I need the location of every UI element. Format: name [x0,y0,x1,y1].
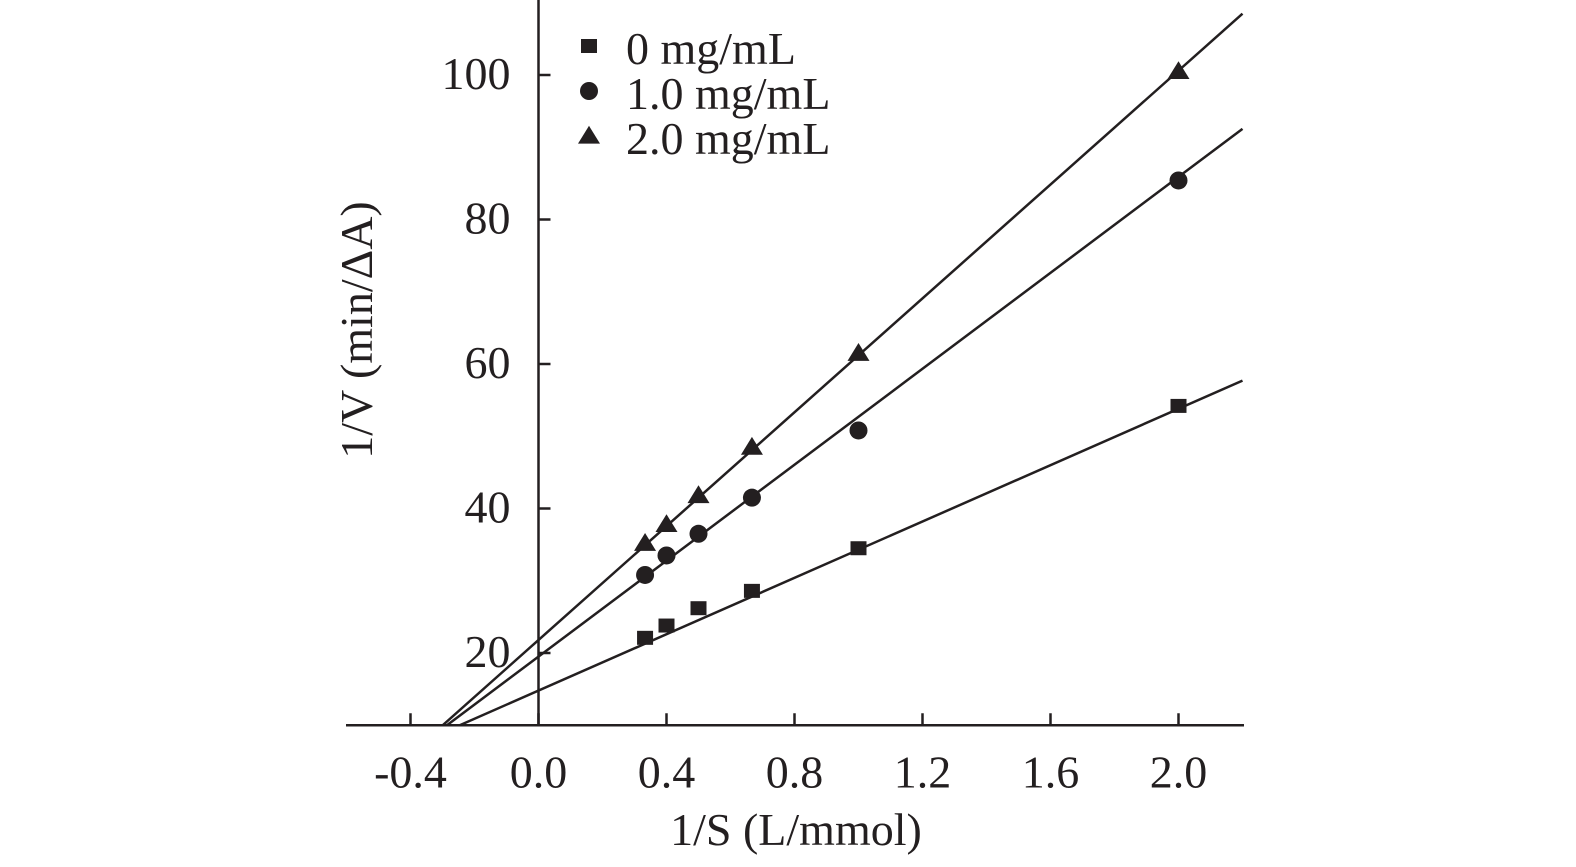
axes: -0.4 0.0 0.4 0.8 1.2 1.6 2.0 20 40 60 80 100 [346,0,1244,797]
x-tick-label: 0.0 [510,746,568,797]
data-point-circle [636,565,655,584]
fit-lines [441,12,1244,726]
y-tick-label: 100 [442,48,511,99]
data-point-triangle [1167,61,1190,80]
data-point-circle [657,546,676,565]
data-point-circle [849,421,868,440]
legend-label: 2.0 mg/mL [626,113,830,164]
y-tick-label: 20 [465,626,511,677]
data-point-circle [742,488,761,507]
y-axis-title: 1/V (min/ΔA) [331,201,382,458]
data-point-circle [1169,171,1188,190]
legend-label: 1.0 mg/mL [626,68,830,119]
data-point-triangle [634,532,657,551]
data-point-square [1170,398,1187,413]
x-tick-label: 0.8 [766,746,824,797]
legend-label: 0 mg/mL [626,23,796,74]
data-point-circle [689,524,708,543]
data-point-triangle [655,514,678,533]
x-tick-label: 2.0 [1150,746,1208,797]
data-point-square [850,541,867,556]
data-point-triangle [687,485,710,504]
x-tick-label: 0.4 [638,746,696,797]
legend-marker-circle [580,82,598,100]
legend-marker-square [581,39,597,53]
y-tick-label: 40 [465,482,511,533]
x-axis-title: 1/S (L/mmol) [670,804,922,855]
fit-line [441,12,1244,726]
data-point-triangle [740,436,763,455]
legend-marker-triangle [578,125,600,144]
y-tick-label: 80 [465,193,511,244]
legend: 0 mg/mL1.0 mg/mL2.0 mg/mL [578,23,830,164]
data-point-square [637,630,654,645]
data-point-square [658,618,675,633]
data-points [634,61,1190,645]
fit-line [446,127,1244,726]
data-point-square [690,601,707,616]
x-tick-label: 1.6 [1022,746,1080,797]
x-tick-label: -0.4 [374,746,447,797]
x-tick-label: 1.2 [894,746,952,797]
data-point-square [743,583,760,598]
y-tick-label: 60 [465,337,511,388]
data-point-triangle [847,342,870,361]
